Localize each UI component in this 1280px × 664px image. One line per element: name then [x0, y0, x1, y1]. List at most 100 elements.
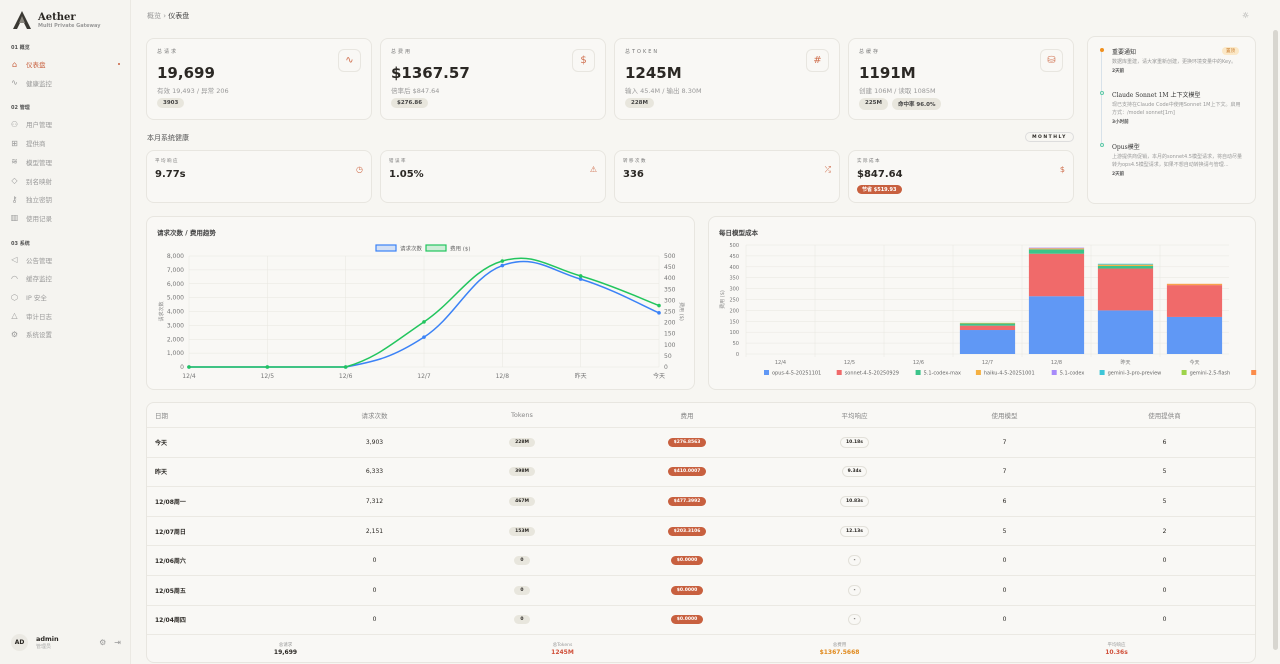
y2-tick-label: 250 [664, 309, 676, 316]
latency-badge: - [847, 614, 862, 626]
shuffle-icon: ⤮ [824, 165, 831, 174]
table-cell: 5 [1117, 498, 1212, 505]
requests: 3,903 [365, 438, 384, 446]
sidebar-item[interactable]: ≋ 模型管理 [10, 155, 122, 169]
kpi-card: 总缓存 1191M 创建 106M / 读取 1085M 225M 命中率 96.0% ⛁ [848, 38, 1074, 120]
kpi-chip: 228M [625, 98, 654, 108]
kpi-label: 总缓存 [859, 49, 881, 55]
sidebar-item[interactable]: ∿ 健康监控 [10, 76, 122, 90]
logout-icon[interactable]: ⇥ [114, 638, 121, 647]
footer-value: 19,699 [273, 649, 298, 656]
legend-swatch [975, 370, 981, 375]
y2-tick-label: 200 [664, 320, 676, 327]
table-cell: $0.0000 [557, 556, 817, 566]
legend-label: opus-4-5-20251101 [772, 371, 821, 377]
sidebar-item[interactable]: ⚷ 独立密钥 [10, 192, 122, 206]
kpi-value: 1245M [625, 64, 682, 82]
model-cost-chart-card: 每日模型成本 0 50 100 150 200 250 300 350 400 450 500 费用 … [708, 216, 1257, 390]
x-tick-label: 12/4 [182, 373, 196, 380]
column-header[interactable]: 使用模型 [991, 412, 1018, 420]
table-row[interactable]: 12/06周六 0 0 $0.0000 - 0 0 [147, 545, 1255, 575]
requests: 2,151 [365, 527, 384, 535]
scrollbar[interactable] [1273, 30, 1278, 650]
sidebar-item[interactable]: △ 审计日志 [10, 309, 122, 323]
kpi-subtext: 创建 106M / 读取 1085M [859, 87, 936, 95]
kpi-chip: $276.86 [391, 98, 429, 108]
table-row[interactable]: 12/08周一 7,312 467M $477.3992 10.83s 6 5 [147, 486, 1255, 516]
table-cell: 9.34s [817, 466, 892, 478]
cost-badge: $0.0000 [670, 615, 704, 625]
timeline-dot [1100, 48, 1104, 52]
cost-badge: $410.0007 [667, 467, 707, 477]
y-tick-label: 450 [729, 254, 739, 260]
table-cell: $410.0007 [557, 467, 817, 477]
y-tick-label: 200 [729, 308, 739, 314]
avatar[interactable]: AD [11, 634, 28, 651]
notice-item[interactable]: Opus模型 上游提供商促销，本月的sonnet4.5模型请求，将自动尽量转为op… [1100, 142, 1245, 177]
table-row[interactable]: 12/05周五 0 0 $0.0000 - 0 0 [147, 575, 1255, 605]
table-row[interactable]: 昨天 6,333 398M $410.0007 9.34s 7 5 [147, 456, 1255, 487]
column-header[interactable]: 费用 [680, 412, 694, 420]
table-row[interactable]: 今天 3,903 228M $276.8563 10.18s 7 6 [147, 427, 1255, 457]
trend-chart-card: 请求次数 / 费用趋势 0 1,000 2,000 3,000 4,000 5,000 6,… [146, 216, 695, 390]
y2-tick-label: 150 [664, 331, 676, 338]
sidebar-item[interactable]: ⚇ 用户管理 [10, 117, 122, 131]
health-value: 9.77s [155, 169, 186, 180]
legend-swatch [425, 244, 447, 252]
tokens-badge: 0 [514, 615, 530, 625]
settings-icon[interactable]: ⚙ [99, 638, 107, 647]
sidebar-item[interactable]: ◠ 缓存监控 [10, 271, 122, 285]
table-cell: 10.18s [817, 436, 892, 448]
notice-item[interactable]: Claude Sonnet 1M 上下文模型 现已支持在Claude Code中使… [1100, 90, 1245, 125]
health-label: 转移次数 [623, 159, 647, 164]
sidebar-item[interactable]: ⌂ 仪表盘 [10, 57, 122, 71]
sidebar-item[interactable]: ⚙ 系统设置 [10, 327, 122, 341]
table-row[interactable]: 12/07周日 2,151 153M $203.3106 12.13s 5 2 [147, 515, 1255, 546]
latency-badge: - [847, 584, 862, 596]
x-tick-label: 12/6 [339, 373, 353, 380]
sidebar-item[interactable]: ⬡ IP 安全 [10, 290, 122, 304]
requests: 0 [372, 557, 377, 565]
notice-item[interactable]: 重要通知 置顶 数据库重建，请大家重新创建，更换环境变量中的Key。 2天前 [1100, 47, 1245, 74]
table-cell: 7,312 [262, 498, 487, 505]
column-header[interactable]: 使用提供商 [1148, 412, 1181, 420]
bar-segment [1097, 263, 1154, 265]
period-badge[interactable]: MONTHLY [1025, 132, 1074, 142]
sidebar-item[interactable]: ⊞ 提供商 [10, 136, 122, 150]
legend-swatch [915, 370, 921, 375]
breadcrumb-parent[interactable]: 概览 [147, 12, 161, 20]
cost-badge: $0.0000 [670, 556, 704, 566]
health-value: 336 [623, 169, 644, 180]
nav-section-label: 03 系统 [11, 240, 30, 247]
table-cell: 0 [892, 587, 1117, 594]
megaphone-icon: ◁ [11, 255, 18, 265]
requests: 7,312 [365, 497, 384, 505]
table-cell: 0 [1117, 557, 1212, 564]
y-tick-label: 100 [729, 330, 739, 336]
sidebar-item[interactable]: ◁ 公告管理 [10, 253, 122, 267]
sidebar-item[interactable]: ▥ 使用记录 [10, 211, 122, 225]
column-header[interactable]: 平均响应 [841, 412, 868, 420]
bar-segment [1028, 249, 1085, 254]
data-point [578, 274, 583, 278]
column-header[interactable]: Tokens [511, 411, 533, 419]
provider-count: 2 [1162, 527, 1167, 535]
table-row[interactable]: 12/04周四 0 0 $0.0000 - 0 0 [147, 604, 1255, 635]
chart-title: 请求次数 / 费用趋势 [157, 229, 216, 237]
y2-tick-label: 400 [664, 275, 676, 282]
table-cell: 12/08周一 [147, 497, 262, 506]
table-cell: 6 [892, 498, 1117, 505]
logo[interactable]: Aether Multi Private Gateway [12, 10, 100, 30]
x-tick-label: 12/5 [844, 360, 855, 366]
sidebar-item-label: IP 安全 [26, 294, 47, 302]
y2-tick-label: 450 [664, 264, 676, 271]
bar-segment [1166, 285, 1223, 317]
sidebar-item[interactable]: ◇ 别名映射 [10, 174, 122, 188]
y-tick-label: 4,000 [167, 309, 184, 316]
data-point [578, 277, 583, 281]
y2-axis-label: 费用 ($) [678, 302, 685, 321]
theme-toggle-icon[interactable]: ☼ [1242, 11, 1250, 20]
column-header[interactable]: 日期 [155, 412, 168, 420]
column-header[interactable]: 请求次数 [361, 412, 388, 420]
data-point [422, 335, 426, 339]
